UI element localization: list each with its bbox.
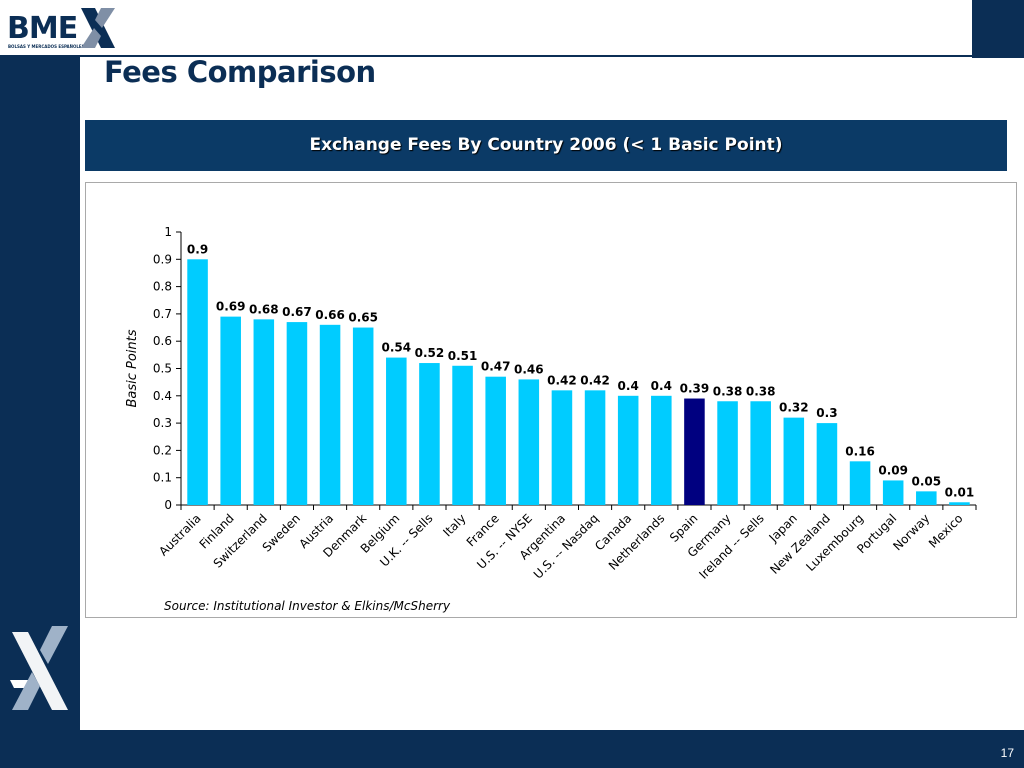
data-label: 0.69 [216, 300, 246, 314]
bar [717, 401, 738, 505]
data-label: 0.51 [448, 349, 478, 363]
y-tick-label: 0 [164, 498, 172, 512]
bar [485, 376, 506, 505]
category-label: Mexico [926, 511, 966, 551]
bme-x-emblem-icon [10, 626, 68, 710]
bme-logo: BME BOLSAS Y MERCADOS ESPAÑOLES [7, 8, 115, 49]
bar [882, 480, 904, 505]
bar [187, 259, 208, 505]
bar [617, 395, 639, 505]
bar [253, 319, 275, 505]
bar [651, 395, 672, 505]
y-tick-label: 0.7 [153, 307, 172, 321]
bar [419, 363, 440, 505]
bar [916, 491, 937, 505]
bar [816, 423, 838, 505]
data-label: 0.42 [580, 373, 610, 387]
y-tick-label: 0.3 [153, 416, 172, 430]
bar [849, 461, 871, 505]
y-tick-label: 0.9 [153, 252, 172, 266]
source-note: Source: Institutional Investor & Elkins/… [164, 599, 451, 613]
data-label: 0.3 [816, 406, 837, 420]
logo-tagline: BOLSAS Y MERCADOS ESPAÑOLES [8, 44, 85, 49]
bar [750, 401, 771, 505]
data-label: 0.05 [912, 474, 942, 488]
category-label: Norway [890, 511, 932, 553]
top-right-band [972, 0, 1024, 58]
data-label: 0.38 [746, 384, 776, 398]
data-label: 0.39 [680, 382, 710, 396]
data-label: 0.67 [282, 305, 312, 319]
chart-title: Exchange Fees By Country 2006 (< 1 Basic… [85, 120, 1007, 171]
bar [783, 417, 805, 505]
data-label: 0.9 [187, 242, 208, 256]
y-tick-label: 0.2 [153, 443, 172, 457]
category-label: Australia [156, 511, 203, 558]
y-tick-label: 0.8 [153, 280, 172, 294]
logo-wordmark: BME [7, 11, 77, 46]
y-tick-label: 0.1 [153, 471, 172, 485]
footer-band [0, 730, 1024, 768]
data-label: 0.46 [514, 362, 544, 376]
data-label: 0.4 [651, 379, 672, 393]
data-label: 0.16 [845, 444, 875, 458]
data-label: 0.47 [481, 360, 511, 374]
header-rule [80, 55, 972, 57]
bar-chart: 0 0.1 0.2 0.3 0.4 0.5 0.6 0.7 0.8 0.9 1 Basic Point… [125, 225, 977, 582]
data-label: 0.38 [713, 384, 743, 398]
data-label: 0.54 [382, 341, 412, 355]
y-tick-label: 1 [164, 225, 172, 239]
bar [949, 502, 970, 505]
data-label: 0.42 [547, 373, 577, 387]
bar [352, 327, 374, 505]
y-axis-label: Basic Points [125, 329, 140, 407]
bar [452, 365, 473, 505]
data-label: 0.32 [779, 401, 809, 415]
data-label: 0.52 [415, 346, 445, 360]
bar [319, 324, 341, 505]
y-tick-label: 0.6 [153, 334, 172, 348]
bar [286, 322, 308, 505]
bar [684, 398, 705, 505]
left-band [0, 55, 80, 730]
bar [584, 390, 606, 505]
category-label: Italy [440, 511, 468, 539]
logo-x-icon [81, 8, 115, 48]
y-tick-label: 0.5 [153, 362, 172, 376]
page-number: 17 [1000, 746, 1014, 760]
data-label: 0.65 [348, 311, 378, 325]
bar [220, 316, 241, 505]
chart-frame: 0 0.1 0.2 0.3 0.4 0.5 0.6 0.7 0.8 0.9 1 Basic Point… [85, 182, 1017, 618]
data-label: 0.01 [945, 485, 975, 499]
bar [551, 390, 573, 505]
bar [518, 379, 540, 505]
data-label: 0.4 [618, 379, 639, 393]
data-label: 0.66 [315, 308, 345, 322]
data-label: 0.09 [878, 463, 908, 477]
bar [386, 357, 407, 505]
y-tick-label: 0.4 [153, 389, 172, 403]
page-title: Fees Comparison [104, 55, 376, 89]
data-label: 0.68 [249, 302, 279, 316]
